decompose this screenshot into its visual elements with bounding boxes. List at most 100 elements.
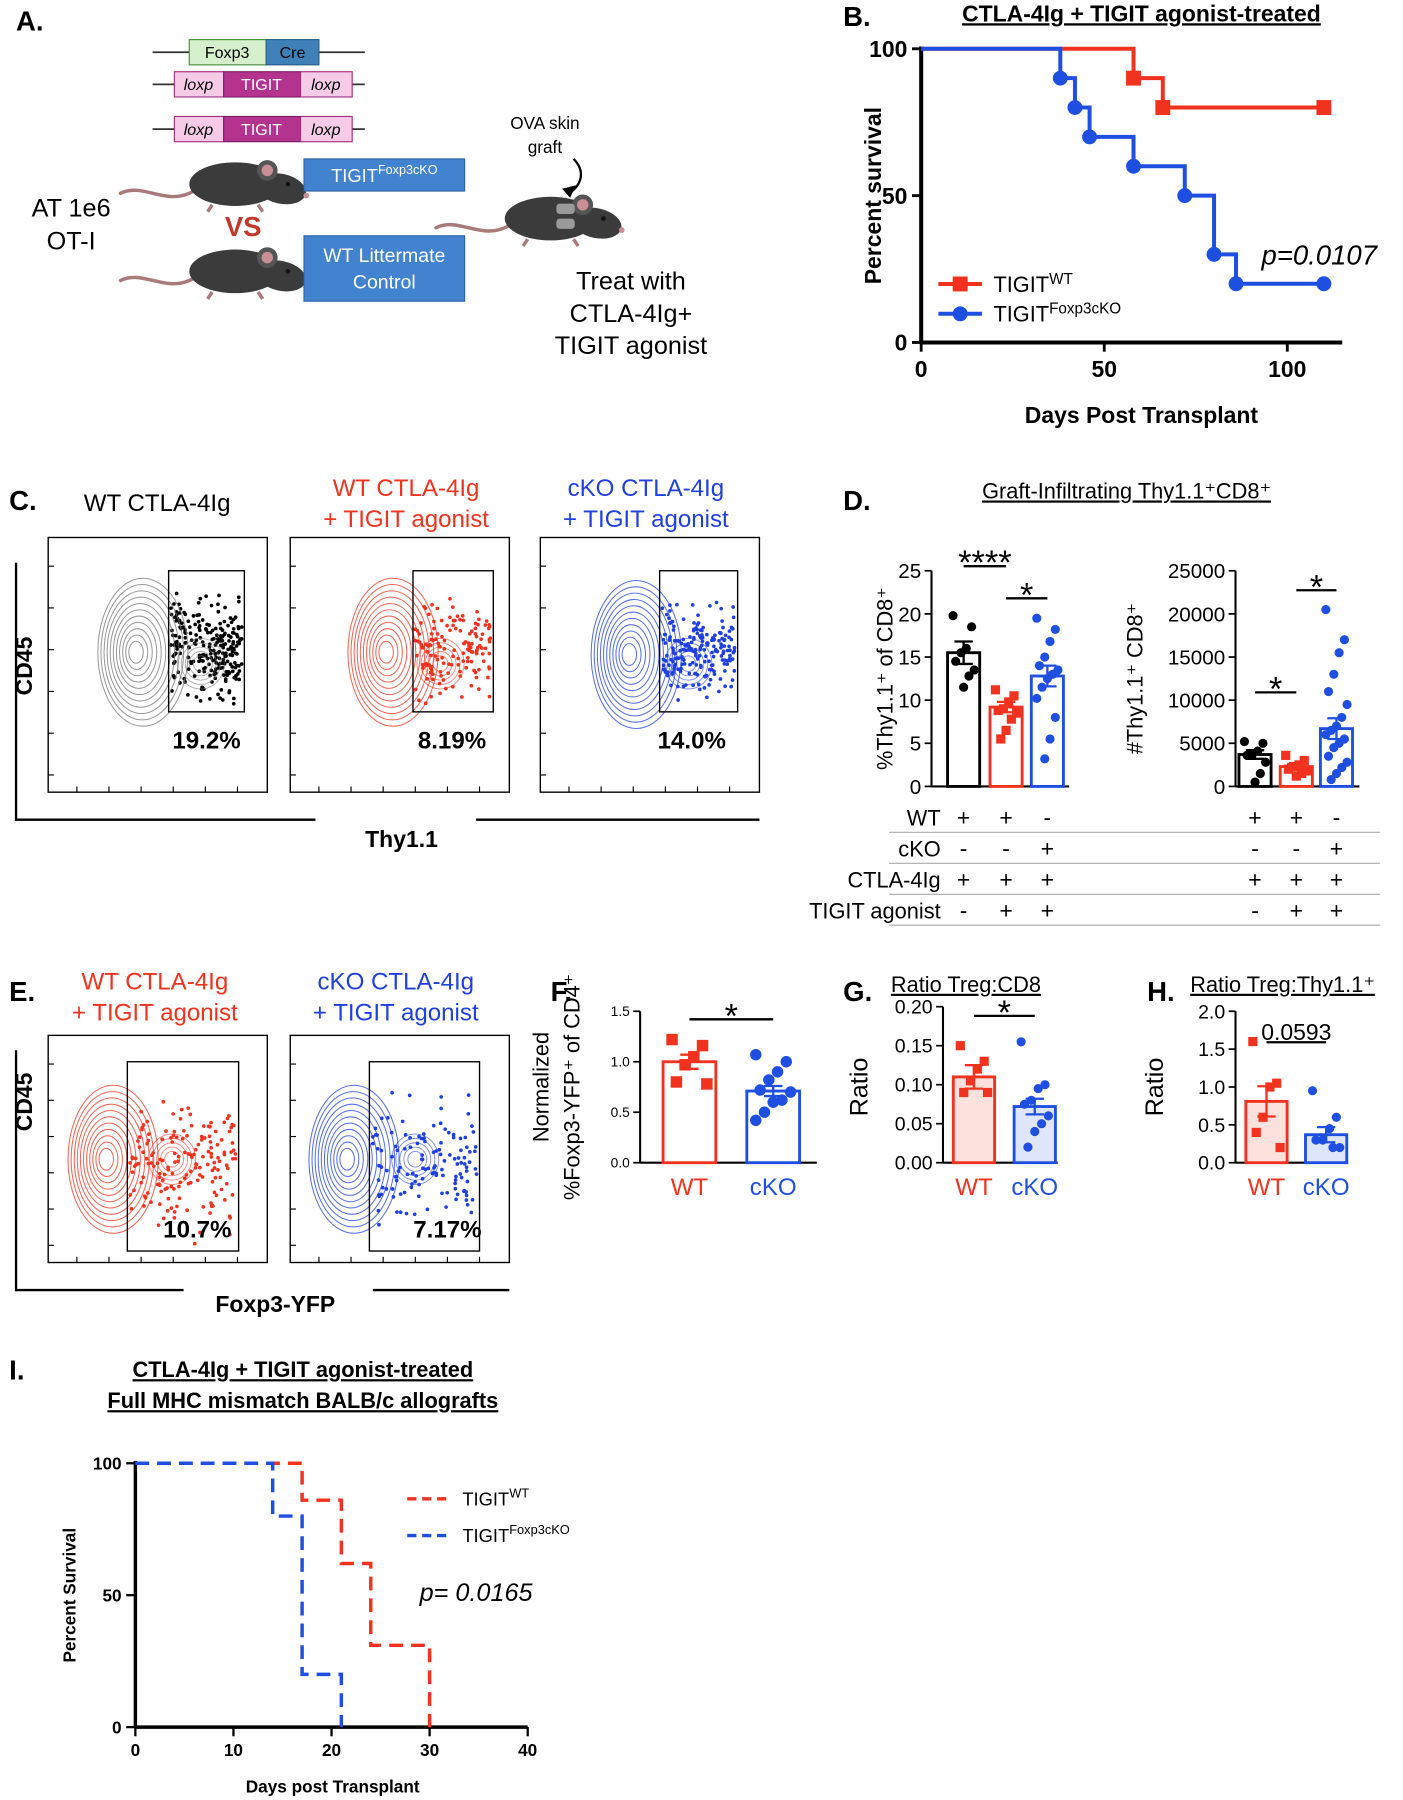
flow-event [227, 1214, 232, 1219]
flow-event [185, 1208, 189, 1213]
flow-event [407, 1093, 412, 1098]
flow-event [458, 1172, 463, 1176]
flow-event [459, 1175, 464, 1180]
flow-contour [362, 609, 417, 696]
y-tick-label: 10 [898, 690, 921, 713]
flow-event [165, 1208, 170, 1213]
data-point [1040, 1080, 1050, 1090]
flow-event [470, 641, 474, 646]
flow-event [696, 613, 700, 618]
flow-event [198, 596, 203, 601]
significance-label: **** [958, 544, 1012, 582]
flow-event [185, 1133, 189, 1138]
flow-event [461, 659, 466, 664]
flow-event [236, 626, 241, 631]
flow-event [203, 627, 208, 631]
flow-event [215, 1142, 220, 1147]
error-bar [1025, 1097, 1044, 1116]
significance-label: * [725, 997, 738, 1035]
flow-event [480, 632, 485, 637]
flow-event [483, 646, 488, 651]
flow-event [460, 614, 465, 618]
flow-event [461, 618, 466, 623]
flow-event [239, 662, 244, 666]
data-point [1050, 712, 1060, 723]
error-bar [1257, 1085, 1276, 1118]
data-point [1242, 750, 1252, 760]
survival-marker [1082, 129, 1098, 145]
flow-event [427, 612, 431, 617]
flow-event [198, 699, 203, 703]
flow-event [454, 1174, 458, 1179]
flow-contour [375, 634, 399, 670]
legend-label: TIGITFoxp3cKO [462, 1522, 569, 1546]
flow-event [210, 1179, 215, 1184]
flow-contour [596, 592, 673, 717]
data-point [1040, 754, 1050, 764]
flow-contour [672, 646, 705, 681]
flow-event [172, 1210, 177, 1214]
flow-event [223, 631, 227, 636]
flow-event [186, 692, 190, 697]
flow-event [465, 655, 470, 660]
flow-event [714, 647, 718, 652]
flow-event [200, 618, 205, 622]
data-point [1261, 757, 1271, 767]
flow-contour [618, 636, 642, 673]
data-point [767, 1096, 779, 1108]
data-point [1045, 636, 1055, 647]
graft-icon [556, 218, 575, 229]
flow-event [238, 637, 242, 642]
flow-event [475, 645, 480, 650]
flow-event [222, 1198, 227, 1202]
flow-event [728, 653, 732, 658]
allele-text: Cre [280, 44, 306, 62]
flow-event [459, 1161, 464, 1165]
flow-event [224, 670, 229, 674]
flow-event [218, 1175, 223, 1180]
data-point [1016, 1037, 1026, 1047]
flow-event [395, 1210, 399, 1214]
condition-value: - [1292, 835, 1300, 861]
panel-label: A. [16, 5, 44, 36]
transfer-label: OT-I [47, 228, 96, 256]
flow-event [186, 1106, 191, 1110]
flow-event [212, 1160, 217, 1165]
annotation: p=0.0107 [1260, 239, 1378, 270]
flow-event [201, 1154, 205, 1159]
condition-value: - [1251, 835, 1259, 861]
y-axis-label: Percent survival [860, 107, 886, 284]
flow-event [205, 630, 210, 635]
flow-contour [606, 611, 660, 698]
y-tick-label: 0.20 [895, 997, 933, 1019]
flow-event [223, 642, 228, 646]
error-bar [1327, 717, 1346, 741]
flow-event [218, 621, 222, 626]
legend-label-superscript: Foxp3cKO [509, 1522, 570, 1537]
flow-contour [428, 651, 453, 677]
flow-event [464, 1198, 469, 1202]
error-bar [964, 1064, 984, 1090]
flow-event [174, 591, 179, 596]
flow-contour [184, 646, 217, 681]
flow-contour [664, 637, 713, 690]
allele-text: loxp [311, 121, 341, 139]
flow-contour [676, 651, 701, 677]
survival-marker [1177, 188, 1193, 204]
condition-value: + [957, 866, 970, 892]
flow-event [221, 645, 226, 650]
flow-event [438, 1121, 443, 1126]
gate-percent: 8.19% [418, 728, 486, 755]
condition-value: - [1333, 804, 1341, 830]
flow-event [448, 615, 452, 620]
flow-plot-title: WT CTLA-4Ig [82, 968, 229, 995]
x-tick-label: cKO [1303, 1174, 1350, 1201]
flow-event [204, 653, 208, 658]
y-tick-label: 0 [895, 330, 908, 356]
flow-event [212, 1190, 217, 1195]
flow-event [474, 675, 479, 680]
y-tick-label: 5000 [1179, 733, 1225, 756]
flow-event [130, 1170, 135, 1175]
flow-event [234, 644, 239, 648]
flow-event [477, 617, 481, 622]
